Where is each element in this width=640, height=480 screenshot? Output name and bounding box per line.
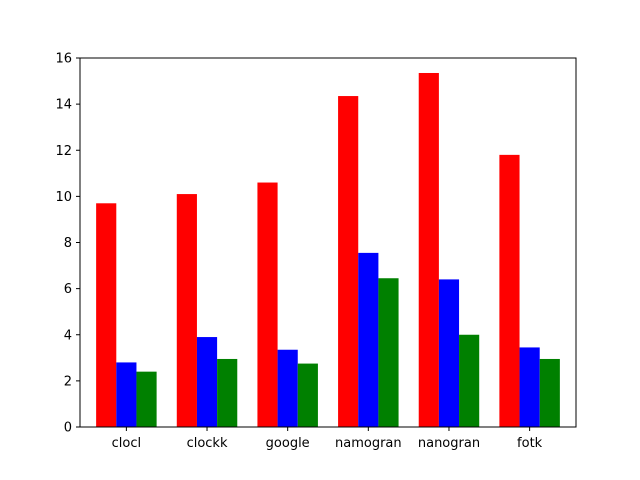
bar-clocl-series-2 xyxy=(136,371,157,427)
bar-google-series-2 xyxy=(297,363,318,427)
y-tick-label: 6 xyxy=(64,282,72,297)
bar-google-series-0 xyxy=(257,182,278,427)
x-tick-label-google: google xyxy=(266,436,310,451)
x-tick-label-namogran: namogran xyxy=(335,436,402,451)
bar-fotk-series-2 xyxy=(539,358,560,427)
bar-nanogran-series-0 xyxy=(418,72,439,427)
bar-namogran-series-1 xyxy=(358,252,379,427)
bars-group xyxy=(96,72,560,428)
ticks-group: 0 2 4 6 8 10 12 14 16 clocl clockk google namogran na… xyxy=(55,52,542,452)
y-tick-label: 10 xyxy=(55,190,72,205)
y-tick-label: 16 xyxy=(55,52,72,67)
x-tick-label-clocl: clocl xyxy=(112,436,141,451)
bar-clockk-series-1 xyxy=(196,337,218,427)
bar-nanogran-series-1 xyxy=(438,279,460,427)
x-tick-label-clockk: clockk xyxy=(187,436,228,451)
x-tick-label-fotk: fotk xyxy=(517,436,543,451)
bar-namogran-series-0 xyxy=(338,96,359,427)
bar-google-series-1 xyxy=(277,349,298,427)
x-tick-label-nanogran: nanogran xyxy=(418,436,480,451)
axes-frame xyxy=(79,57,577,428)
bar-namogran-series-2 xyxy=(378,278,399,427)
bar-clocl-series-1 xyxy=(116,362,137,427)
bar-clockk-series-2 xyxy=(217,358,238,427)
bar-clocl-series-0 xyxy=(96,203,117,427)
y-tick-label: 4 xyxy=(64,328,72,343)
bar-fotk-series-0 xyxy=(499,154,520,428)
y-tick-label: 14 xyxy=(55,98,72,113)
bar-clockk-series-0 xyxy=(176,194,197,427)
y-tick-label: 12 xyxy=(55,144,72,159)
bar-fotk-series-1 xyxy=(519,347,540,427)
y-tick-label: 2 xyxy=(64,374,72,389)
y-tick-label: 0 xyxy=(64,421,72,436)
y-tick-label: 8 xyxy=(64,236,72,251)
bar-nanogran-series-2 xyxy=(459,334,480,427)
